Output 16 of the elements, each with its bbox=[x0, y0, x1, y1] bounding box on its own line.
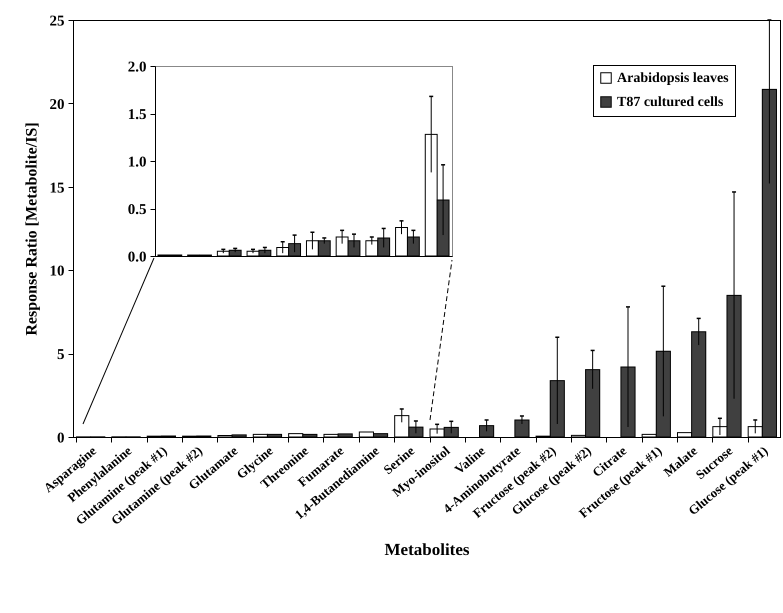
y-tick-label: 10 bbox=[50, 264, 64, 280]
bar bbox=[514, 419, 530, 438]
y-tick-label: 0 bbox=[57, 430, 64, 446]
y-tick-label: 25 bbox=[50, 14, 64, 30]
y-axis-title: Response Ratio [Metabolite/IS] bbox=[24, 122, 40, 336]
legend-label: T87 cultured cells bbox=[617, 95, 724, 110]
y-tick-label: 0.0 bbox=[128, 250, 146, 266]
y-tick-label: 15 bbox=[50, 180, 64, 196]
y-tick-label: 5 bbox=[57, 347, 64, 364]
legend-label: Arabidopsis leaves bbox=[617, 71, 730, 86]
x-axis-title: Metabolites bbox=[384, 540, 470, 559]
y-tick-label: 1.5 bbox=[128, 107, 146, 123]
y-tick-label: 1.0 bbox=[128, 154, 146, 170]
y-tick-label: 0.5 bbox=[128, 202, 146, 218]
y-tick-label: 20 bbox=[50, 96, 64, 113]
y-tick-label: 2.0 bbox=[128, 60, 146, 76]
